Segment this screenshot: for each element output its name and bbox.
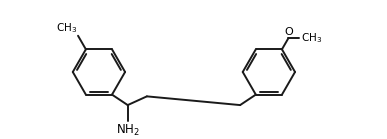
Text: O: O: [284, 27, 293, 37]
Text: NH$_2$: NH$_2$: [116, 122, 140, 138]
Text: CH$_3$: CH$_3$: [301, 31, 322, 45]
Text: CH$_3$: CH$_3$: [56, 21, 77, 35]
